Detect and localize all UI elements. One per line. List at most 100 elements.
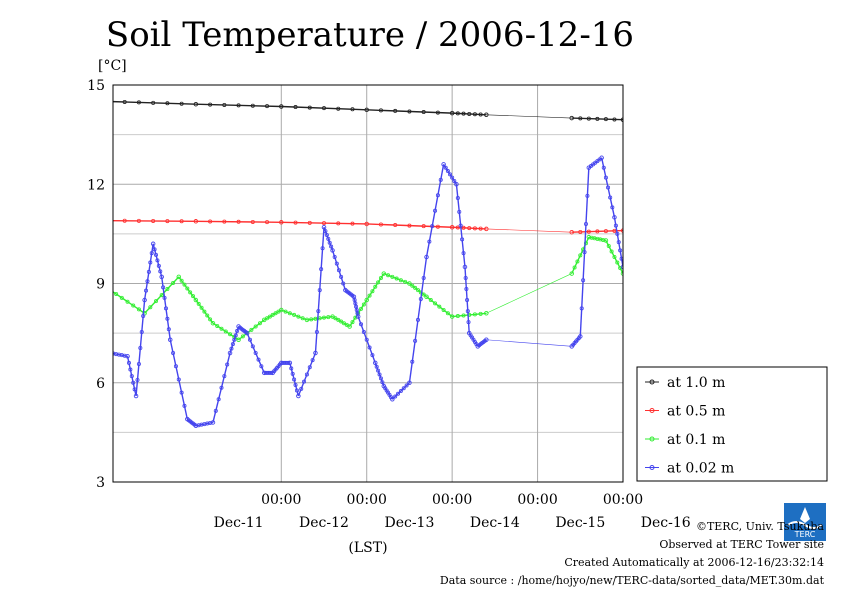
- series-marker-at-0-1-m: [370, 289, 375, 294]
- series-line-at-0-02-m: [588, 157, 603, 169]
- series-marker-at-0-02-m: [173, 364, 178, 369]
- series-marker-at-0-5-m: [578, 229, 583, 234]
- series-marker-at-0-1-m: [292, 312, 297, 317]
- series-line-at-0-02-m: [674, 277, 691, 284]
- series-line-at-0-5-m: [622, 229, 623, 231]
- series-marker-at-0-5-m: [151, 218, 156, 223]
- series-line-at-1-0-m: [486, 114, 572, 119]
- data-point-at-0-02-m: [296, 393, 301, 399]
- series-marker-at-1-0-m: [165, 101, 170, 106]
- series-marker-at-1-0-m: [636, 119, 639, 122]
- footer-copyright: ©TERC, Univ. Tsukuba: [695, 520, 824, 533]
- series-line-at-0-5-m: [452, 226, 487, 230]
- x-tick-date-label: Dec-13: [384, 515, 434, 531]
- series-marker-at-0-5-m: [250, 219, 255, 224]
- series-marker-at-0-02-m: [667, 277, 670, 280]
- series-line-at-0-02-m: [160, 276, 171, 340]
- series-marker-at-0-02-m: [324, 232, 329, 237]
- series-marker-at-0-02-m: [320, 246, 325, 251]
- data-point-at-0-1-m: [569, 271, 574, 276]
- series-marker-at-0-02-m: [658, 274, 661, 277]
- series-line-at-1-0-m: [281, 105, 367, 111]
- series-marker-at-0-02-m: [695, 277, 698, 280]
- series-marker-at-0-02-m: [292, 377, 297, 382]
- series-marker-at-0-1-m: [461, 313, 466, 318]
- series-marker-at-0-1-m: [326, 315, 331, 320]
- series-marker-at-0-02-m: [603, 175, 608, 180]
- series-marker-at-0-1-m: [215, 323, 220, 328]
- series-line-at-0-1-m: [452, 312, 487, 318]
- series-line-at-0-02-m: [666, 277, 675, 284]
- series-marker-at-0-1-m: [693, 238, 696, 241]
- series-marker-at-0-02-m: [633, 280, 636, 283]
- series-marker-at-1-0-m: [595, 116, 600, 121]
- data-point-at-0-02-m: [330, 248, 335, 253]
- y-tick-label: 12: [87, 177, 105, 193]
- data-point-at-0-5-m: [109, 219, 113, 223]
- footer-observed: Observed at TERC Tower site: [659, 538, 824, 551]
- x-tick-date-label: Dec-14: [470, 515, 520, 531]
- x-tick-date-label: Dec-16: [641, 515, 691, 531]
- series-marker-at-1-0-m: [336, 106, 341, 111]
- logo-wave-icon: [787, 521, 823, 529]
- series-line-at-0-1-m: [383, 272, 410, 285]
- legend-label-at-0-02-m: at 0.02 m: [667, 461, 734, 477]
- series-marker-at-0-02-m: [445, 169, 450, 174]
- series-marker-at-0-02-m: [284, 360, 289, 365]
- series-marker-at-0-1-m: [131, 303, 136, 308]
- data-point-at-0-02-m: [287, 360, 293, 366]
- series-marker-at-0-1-m: [656, 251, 659, 254]
- series-marker-at-0-5-m: [179, 219, 184, 224]
- series-marker-at-0-1-m: [313, 316, 318, 321]
- series-marker-at-0-1-m: [267, 314, 272, 319]
- data-point-at-0-02-m: [620, 264, 623, 270]
- series-marker-at-0-1-m: [339, 319, 344, 324]
- series-marker-at-1-0-m: [407, 109, 412, 114]
- footer-created: Created Automatically at 2006-12-16/23:3…: [564, 556, 824, 569]
- data-point-at-0-1-m: [193, 297, 199, 303]
- legend-box: [636, 366, 828, 482]
- series-marker-at-0-1-m: [336, 317, 341, 322]
- series-marker-at-0-02-m: [179, 390, 184, 395]
- series-marker-at-0-1-m: [390, 274, 395, 279]
- data-point-at-0-02-m: [381, 383, 387, 389]
- data-point-at-0-02-m: [462, 264, 468, 270]
- series-line-at-0-02-m: [195, 421, 214, 427]
- series-line-at-0-02-m: [297, 352, 317, 397]
- series-marker-at-0-1-m: [350, 320, 355, 325]
- series-marker-at-0-02-m: [267, 370, 272, 375]
- series-marker-at-0-02-m: [393, 394, 398, 399]
- series-marker-at-0-02-m: [641, 275, 644, 278]
- series-marker-at-0-02-m: [705, 281, 708, 284]
- series-marker-at-0-02-m: [317, 288, 322, 293]
- series-marker-at-0-02-m: [145, 279, 150, 284]
- series-marker-at-0-02-m: [401, 386, 406, 391]
- series-marker-at-0-02-m: [182, 403, 187, 408]
- series-line-at-0-5-m: [366, 223, 453, 228]
- series-marker-at-0-1-m: [202, 309, 207, 314]
- series-line-at-0-1-m: [144, 276, 180, 314]
- data-point-at-0-1-m: [261, 317, 267, 323]
- series-marker-at-0-1-m: [627, 277, 630, 280]
- data-point-at-0-02-m: [586, 165, 592, 170]
- y-tick-label: 15: [87, 78, 105, 94]
- series-marker-at-0-02-m: [629, 279, 632, 282]
- data-point-at-0-1-m: [407, 281, 412, 286]
- series-line-at-0-1-m: [622, 273, 623, 275]
- series-marker-at-0-02-m: [304, 372, 309, 377]
- data-point-at-0-02-m: [441, 162, 446, 167]
- series-marker-at-0-02-m: [452, 178, 457, 183]
- data-point-at-0-02-m: [612, 215, 617, 220]
- data-point-at-0-02-m: [185, 416, 190, 422]
- data-point-at-0-02-m: [647, 272, 651, 276]
- series-marker-at-0-1-m: [704, 247, 707, 250]
- series-marker-at-0-5-m: [678, 228, 681, 231]
- series-line-at-0-02-m: [143, 243, 154, 301]
- series-marker-at-0-02-m: [229, 346, 234, 351]
- series-marker-at-0-02-m: [222, 374, 227, 379]
- series-marker-at-0-02-m: [144, 288, 149, 293]
- series-marker-at-0-1-m: [341, 321, 346, 326]
- series-marker-at-0-1-m: [223, 329, 228, 334]
- series-marker-at-0-5-m: [265, 220, 270, 225]
